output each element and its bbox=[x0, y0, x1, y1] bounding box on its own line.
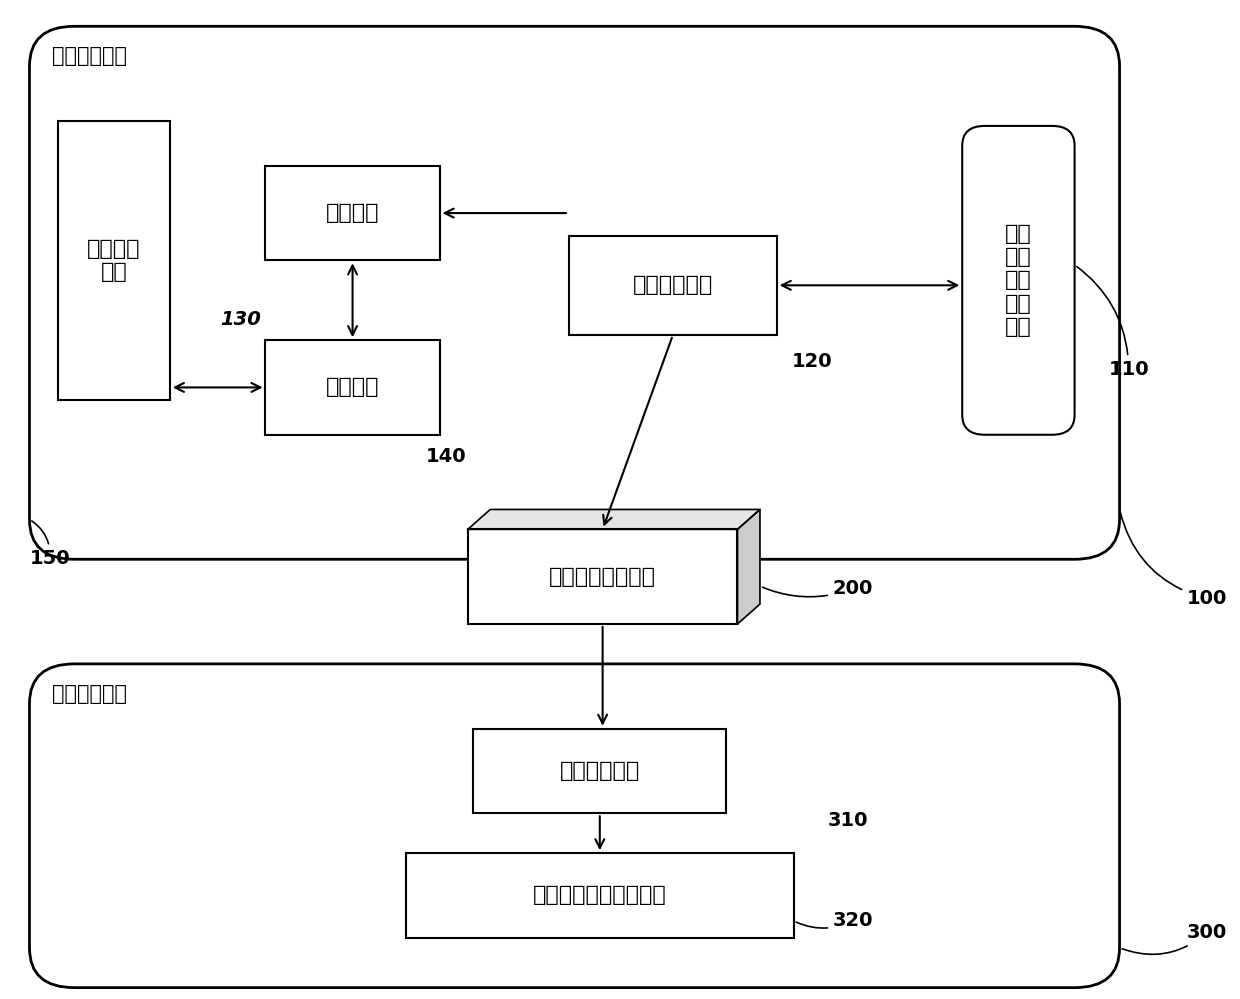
Bar bbox=[57, 121, 170, 400]
Bar bbox=[405, 853, 794, 938]
Text: 数据整合平台: 数据整合平台 bbox=[559, 761, 640, 781]
Polygon shape bbox=[738, 509, 760, 624]
Text: 300: 300 bbox=[1122, 923, 1228, 954]
Text: 140: 140 bbox=[427, 447, 466, 466]
Bar bbox=[467, 529, 738, 624]
Bar bbox=[265, 166, 440, 261]
FancyBboxPatch shape bbox=[962, 126, 1075, 435]
FancyBboxPatch shape bbox=[30, 664, 1120, 988]
Text: 变电
运行
设备
控制
平台: 变电 运行 设备 控制 平台 bbox=[1006, 224, 1032, 337]
Text: 测控装置: 测控装置 bbox=[326, 378, 379, 398]
Text: 规约转换装置: 规约转换装置 bbox=[632, 276, 713, 296]
Text: 200: 200 bbox=[763, 579, 873, 598]
Text: 安全区域一区: 安全区域一区 bbox=[52, 46, 126, 66]
Text: 130: 130 bbox=[221, 310, 262, 329]
Text: 远动装置: 远动装置 bbox=[326, 203, 379, 223]
Bar bbox=[474, 728, 727, 813]
Text: 变电运行
设备: 变电运行 设备 bbox=[87, 239, 140, 282]
Text: 320: 320 bbox=[796, 911, 873, 930]
Text: 150: 150 bbox=[30, 520, 71, 568]
Text: 310: 310 bbox=[827, 811, 868, 830]
Text: 120: 120 bbox=[791, 352, 832, 371]
Polygon shape bbox=[467, 509, 760, 529]
Bar bbox=[265, 340, 440, 435]
Text: 110: 110 bbox=[1076, 267, 1149, 379]
Text: 变电运行信息展示平台: 变电运行信息展示平台 bbox=[533, 885, 667, 905]
Text: 100: 100 bbox=[1120, 512, 1228, 608]
FancyBboxPatch shape bbox=[30, 26, 1120, 559]
Text: 安全区域三区: 安全区域三区 bbox=[52, 683, 126, 704]
Bar bbox=[569, 236, 776, 335]
Text: 数据正向隔离装置: 数据正向隔离装置 bbox=[549, 566, 656, 586]
